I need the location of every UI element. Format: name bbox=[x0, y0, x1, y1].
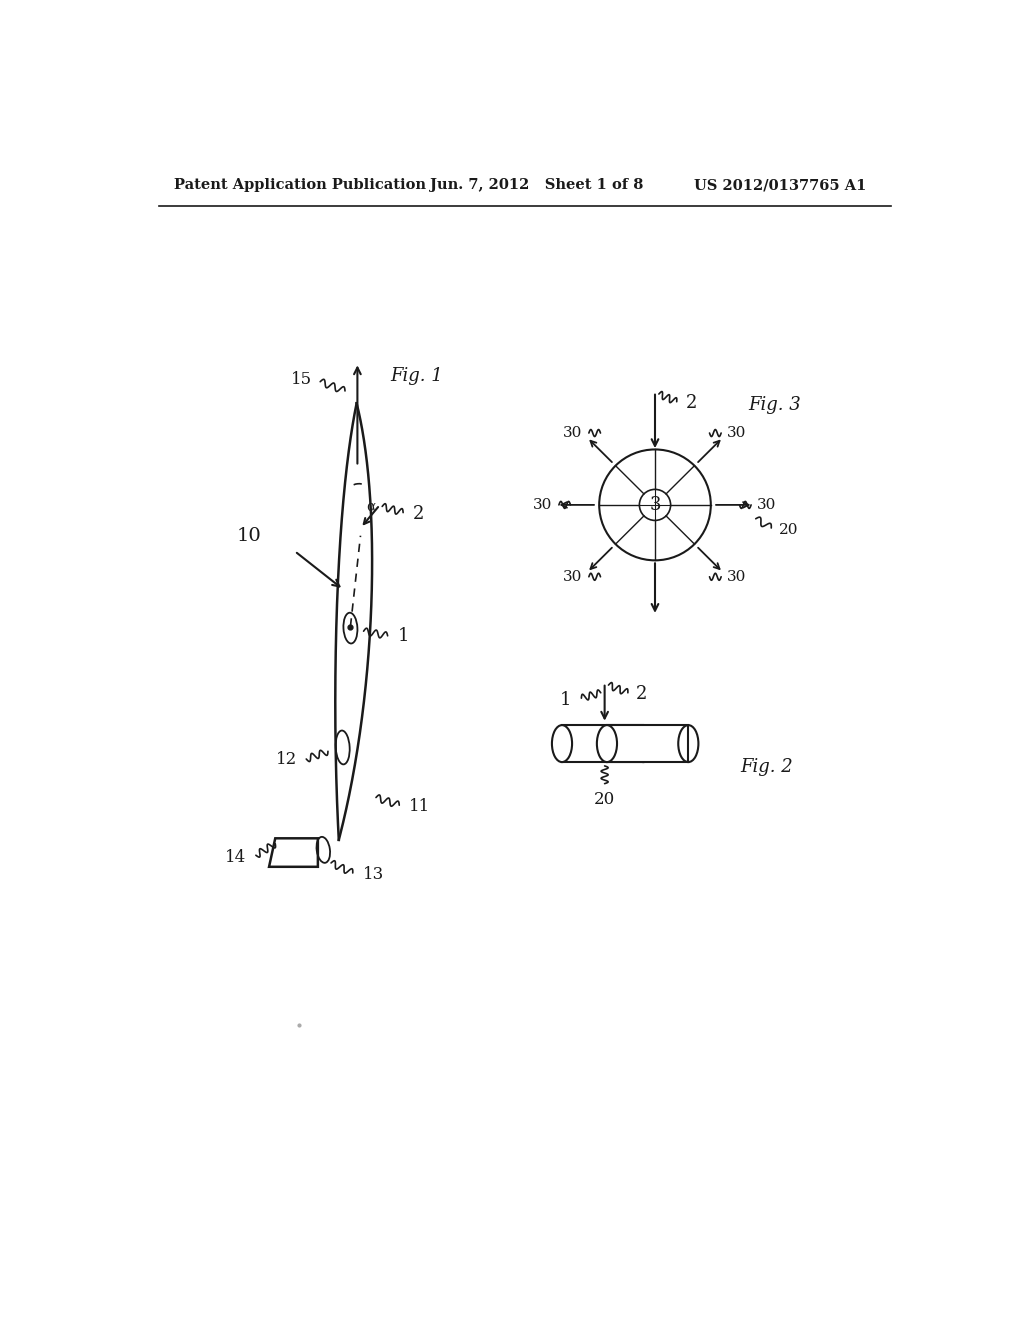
Ellipse shape bbox=[552, 725, 572, 762]
Text: 30: 30 bbox=[563, 570, 583, 583]
Text: 10: 10 bbox=[237, 527, 261, 545]
Bar bbox=[607, 725, 688, 762]
Text: 20: 20 bbox=[594, 792, 615, 808]
Text: 2: 2 bbox=[686, 395, 697, 412]
Text: α: α bbox=[367, 499, 376, 513]
Text: 2: 2 bbox=[414, 506, 425, 523]
Text: 1: 1 bbox=[560, 692, 571, 709]
Text: 30: 30 bbox=[534, 498, 553, 512]
Text: 30: 30 bbox=[563, 426, 583, 440]
Text: 11: 11 bbox=[410, 799, 430, 816]
Text: 30: 30 bbox=[727, 426, 746, 440]
Text: 15: 15 bbox=[291, 371, 311, 388]
Text: 30: 30 bbox=[758, 498, 776, 512]
Text: 14: 14 bbox=[225, 849, 247, 866]
Text: Fig. 1: Fig. 1 bbox=[390, 367, 442, 384]
Bar bbox=[562, 725, 643, 762]
Text: 2: 2 bbox=[636, 685, 647, 704]
Text: 20: 20 bbox=[779, 523, 799, 537]
Text: 1: 1 bbox=[397, 627, 410, 644]
Text: 3: 3 bbox=[649, 496, 660, 513]
Ellipse shape bbox=[597, 725, 617, 762]
Text: 30: 30 bbox=[727, 570, 746, 583]
Text: 12: 12 bbox=[275, 751, 297, 767]
Text: Patent Application Publication: Patent Application Publication bbox=[174, 178, 427, 193]
Text: US 2012/0137765 A1: US 2012/0137765 A1 bbox=[693, 178, 866, 193]
Text: Jun. 7, 2012   Sheet 1 of 8: Jun. 7, 2012 Sheet 1 of 8 bbox=[430, 178, 644, 193]
Text: Fig. 2: Fig. 2 bbox=[740, 758, 793, 776]
Text: Fig. 3: Fig. 3 bbox=[748, 396, 801, 413]
Text: 13: 13 bbox=[362, 866, 384, 883]
